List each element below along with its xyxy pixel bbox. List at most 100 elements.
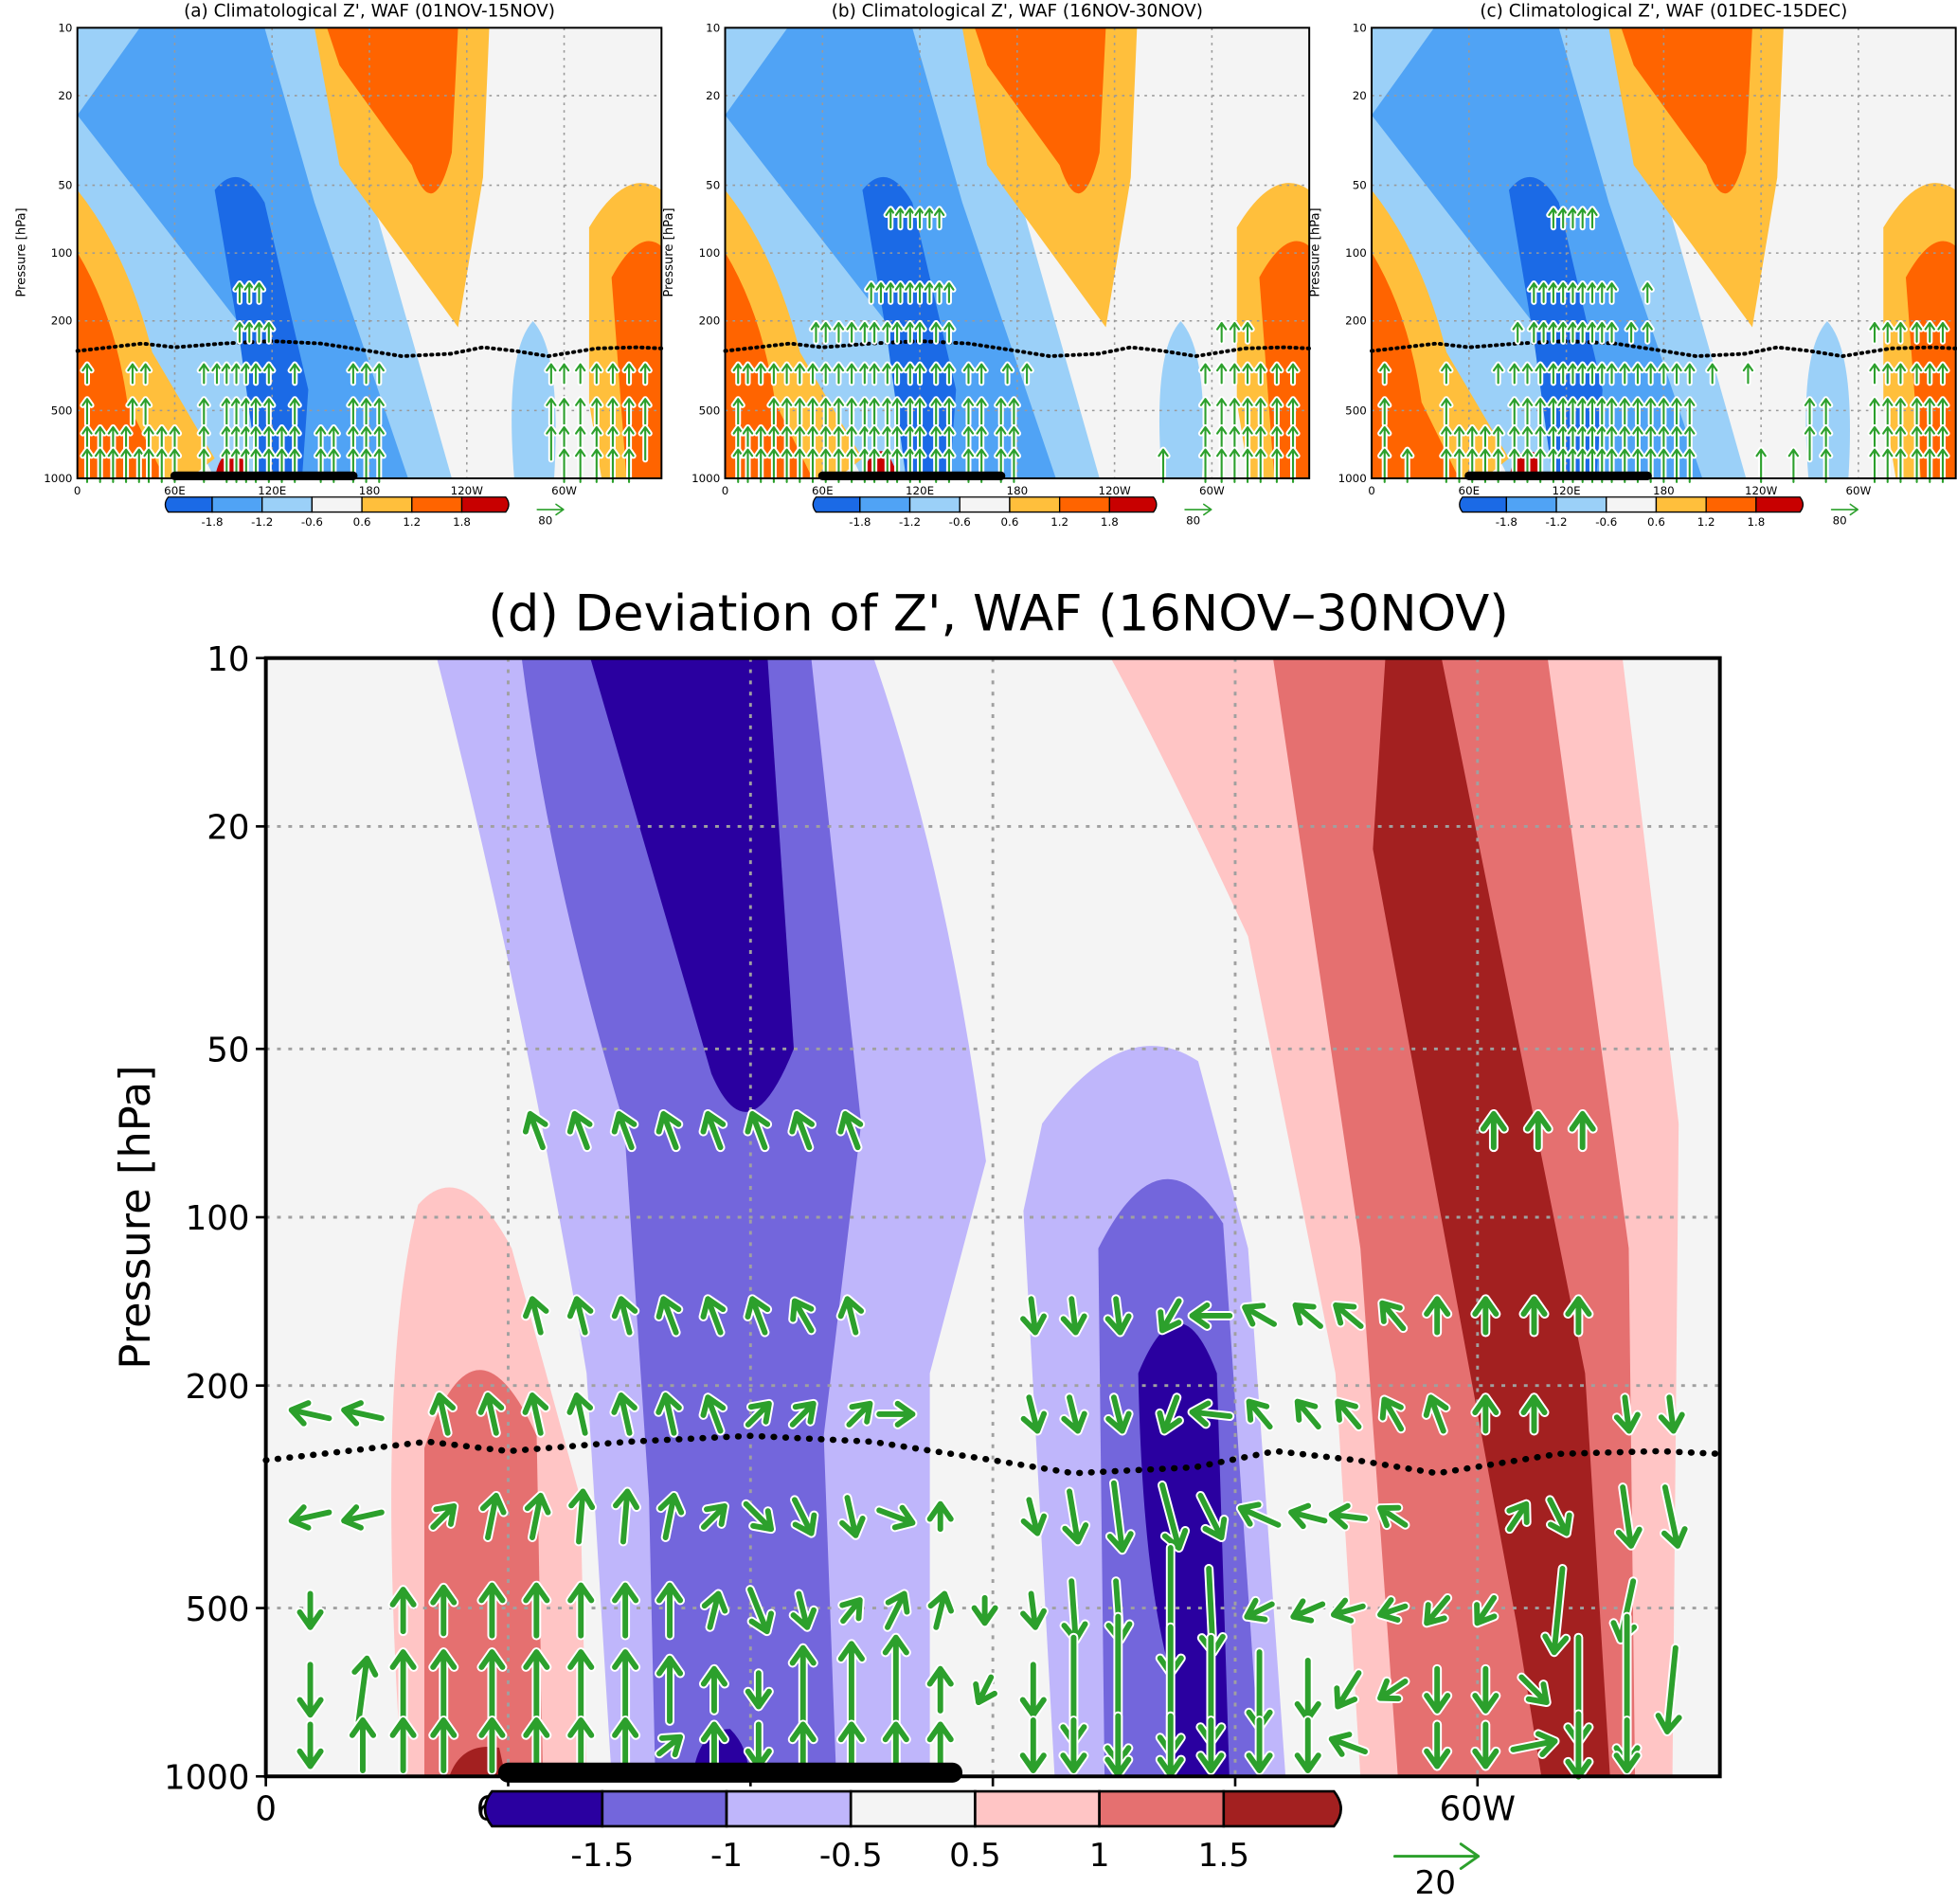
waf-vector — [1519, 396, 1535, 427]
vector-shaft — [1271, 448, 1283, 483]
panel-d-ylabel: Pressure [hPa] — [110, 1065, 160, 1369]
waf-vector — [925, 1719, 956, 1771]
y-tick-label: 100 — [699, 246, 721, 260]
colorbar-segment — [908, 496, 961, 513]
vector-shaft — [1062, 1488, 1089, 1545]
waf-vector — [654, 1391, 684, 1438]
waf-vector — [1253, 361, 1268, 386]
vector-shaft — [524, 1492, 551, 1540]
y-tick-label: 10 — [58, 21, 72, 34]
waf-vector — [387, 1715, 419, 1775]
waf-vector — [745, 1585, 777, 1637]
waf-vector — [835, 1294, 867, 1338]
waf-vector — [1470, 1663, 1501, 1715]
vector-shaft — [962, 363, 975, 385]
y-tick-label: 500 — [699, 404, 721, 417]
vector-shaft — [1379, 448, 1391, 483]
vector-shaft — [794, 398, 805, 425]
waf-vector — [520, 1108, 550, 1153]
waf-vector — [605, 361, 620, 386]
vector-shaft — [1625, 321, 1637, 343]
waf-vector — [730, 361, 745, 386]
vector-shaft — [1020, 1497, 1048, 1536]
waf-vector — [566, 1647, 597, 1733]
waf-vector — [1594, 280, 1609, 305]
waf-vector — [1533, 361, 1548, 386]
vector-shaft — [389, 1649, 417, 1731]
waf-vector — [1546, 206, 1561, 231]
vector-shaft — [781, 363, 793, 385]
waf-vector — [1656, 1392, 1687, 1436]
vector-key-label: 80 — [538, 514, 552, 528]
waf-vector — [219, 361, 234, 386]
y-tick-label: 500 — [1345, 404, 1367, 417]
waf-vector — [883, 280, 898, 305]
vector-shaft — [1216, 398, 1228, 425]
vector-shaft — [1328, 1502, 1368, 1530]
vector-shaft — [837, 1721, 865, 1769]
waf-vector — [655, 1580, 686, 1641]
waf-vector — [358, 446, 374, 485]
waf-vector — [1290, 1300, 1325, 1331]
vector-shaft — [607, 398, 619, 425]
vector-shaft — [341, 1400, 385, 1427]
vector-shaft — [1518, 1674, 1550, 1706]
waf-vector — [1187, 1398, 1235, 1429]
vector-shaft — [1242, 448, 1253, 483]
vector-shaft — [905, 282, 916, 303]
waf-vector — [1630, 396, 1645, 427]
waf-vector — [621, 396, 637, 427]
waf-vector — [864, 280, 879, 305]
vector-shaft — [1587, 363, 1598, 385]
colorbar-label: 1.5 — [1198, 1837, 1249, 1875]
waf-vector — [837, 1493, 868, 1540]
vector-shaft — [289, 363, 300, 385]
vector-shaft — [639, 398, 651, 425]
vector-shaft — [558, 363, 570, 385]
waf-vector — [232, 280, 247, 305]
vector-shaft — [1020, 1590, 1047, 1630]
colorbar-label: 0.6 — [1647, 515, 1665, 529]
colorbar-label: 0.6 — [1001, 515, 1019, 529]
waf-vector — [730, 396, 745, 427]
vector-shaft — [743, 1500, 775, 1533]
waf-vector — [1565, 396, 1581, 427]
vector-shaft — [914, 321, 925, 343]
waf-vector — [1104, 1392, 1134, 1436]
waf-vector — [874, 1502, 918, 1533]
vector-shaft — [1246, 1717, 1273, 1773]
vector-shaft — [1606, 363, 1618, 385]
waf-vector — [1472, 1592, 1499, 1628]
waf-vector — [835, 1108, 866, 1153]
vector-shaft — [1937, 398, 1948, 425]
waf-vector — [1510, 319, 1525, 345]
vector-shaft — [1535, 363, 1546, 385]
vector-shaft — [1216, 363, 1228, 385]
waf-vector — [80, 396, 95, 427]
vector-shaft — [566, 1392, 594, 1436]
vector-shaft — [143, 448, 154, 483]
waf-vector — [637, 423, 653, 463]
waf-vector — [874, 1398, 918, 1429]
vector-shaft — [611, 1110, 637, 1151]
vector-shaft — [1755, 448, 1767, 483]
waf-vector — [239, 361, 254, 386]
waf-vector — [1575, 361, 1590, 386]
vector-shaft — [1237, 1501, 1282, 1528]
waf-vector — [942, 280, 957, 305]
vector-shaft — [607, 363, 619, 385]
vector-shaft — [1229, 363, 1241, 385]
waf-vector — [566, 1580, 597, 1641]
vector-shaft — [612, 1649, 639, 1731]
waf-vector — [1519, 361, 1535, 386]
vector-shaft — [568, 1488, 596, 1545]
waf-vector — [1613, 1482, 1644, 1551]
waf-vector — [1331, 1300, 1366, 1331]
waf-vector — [1326, 1500, 1370, 1532]
waf-vector — [1935, 396, 1950, 427]
vector-shaft — [891, 363, 903, 385]
waf-vector — [573, 396, 588, 427]
vector-shaft — [930, 321, 942, 343]
vector-shaft — [1199, 363, 1212, 385]
vector-shaft — [930, 398, 942, 425]
